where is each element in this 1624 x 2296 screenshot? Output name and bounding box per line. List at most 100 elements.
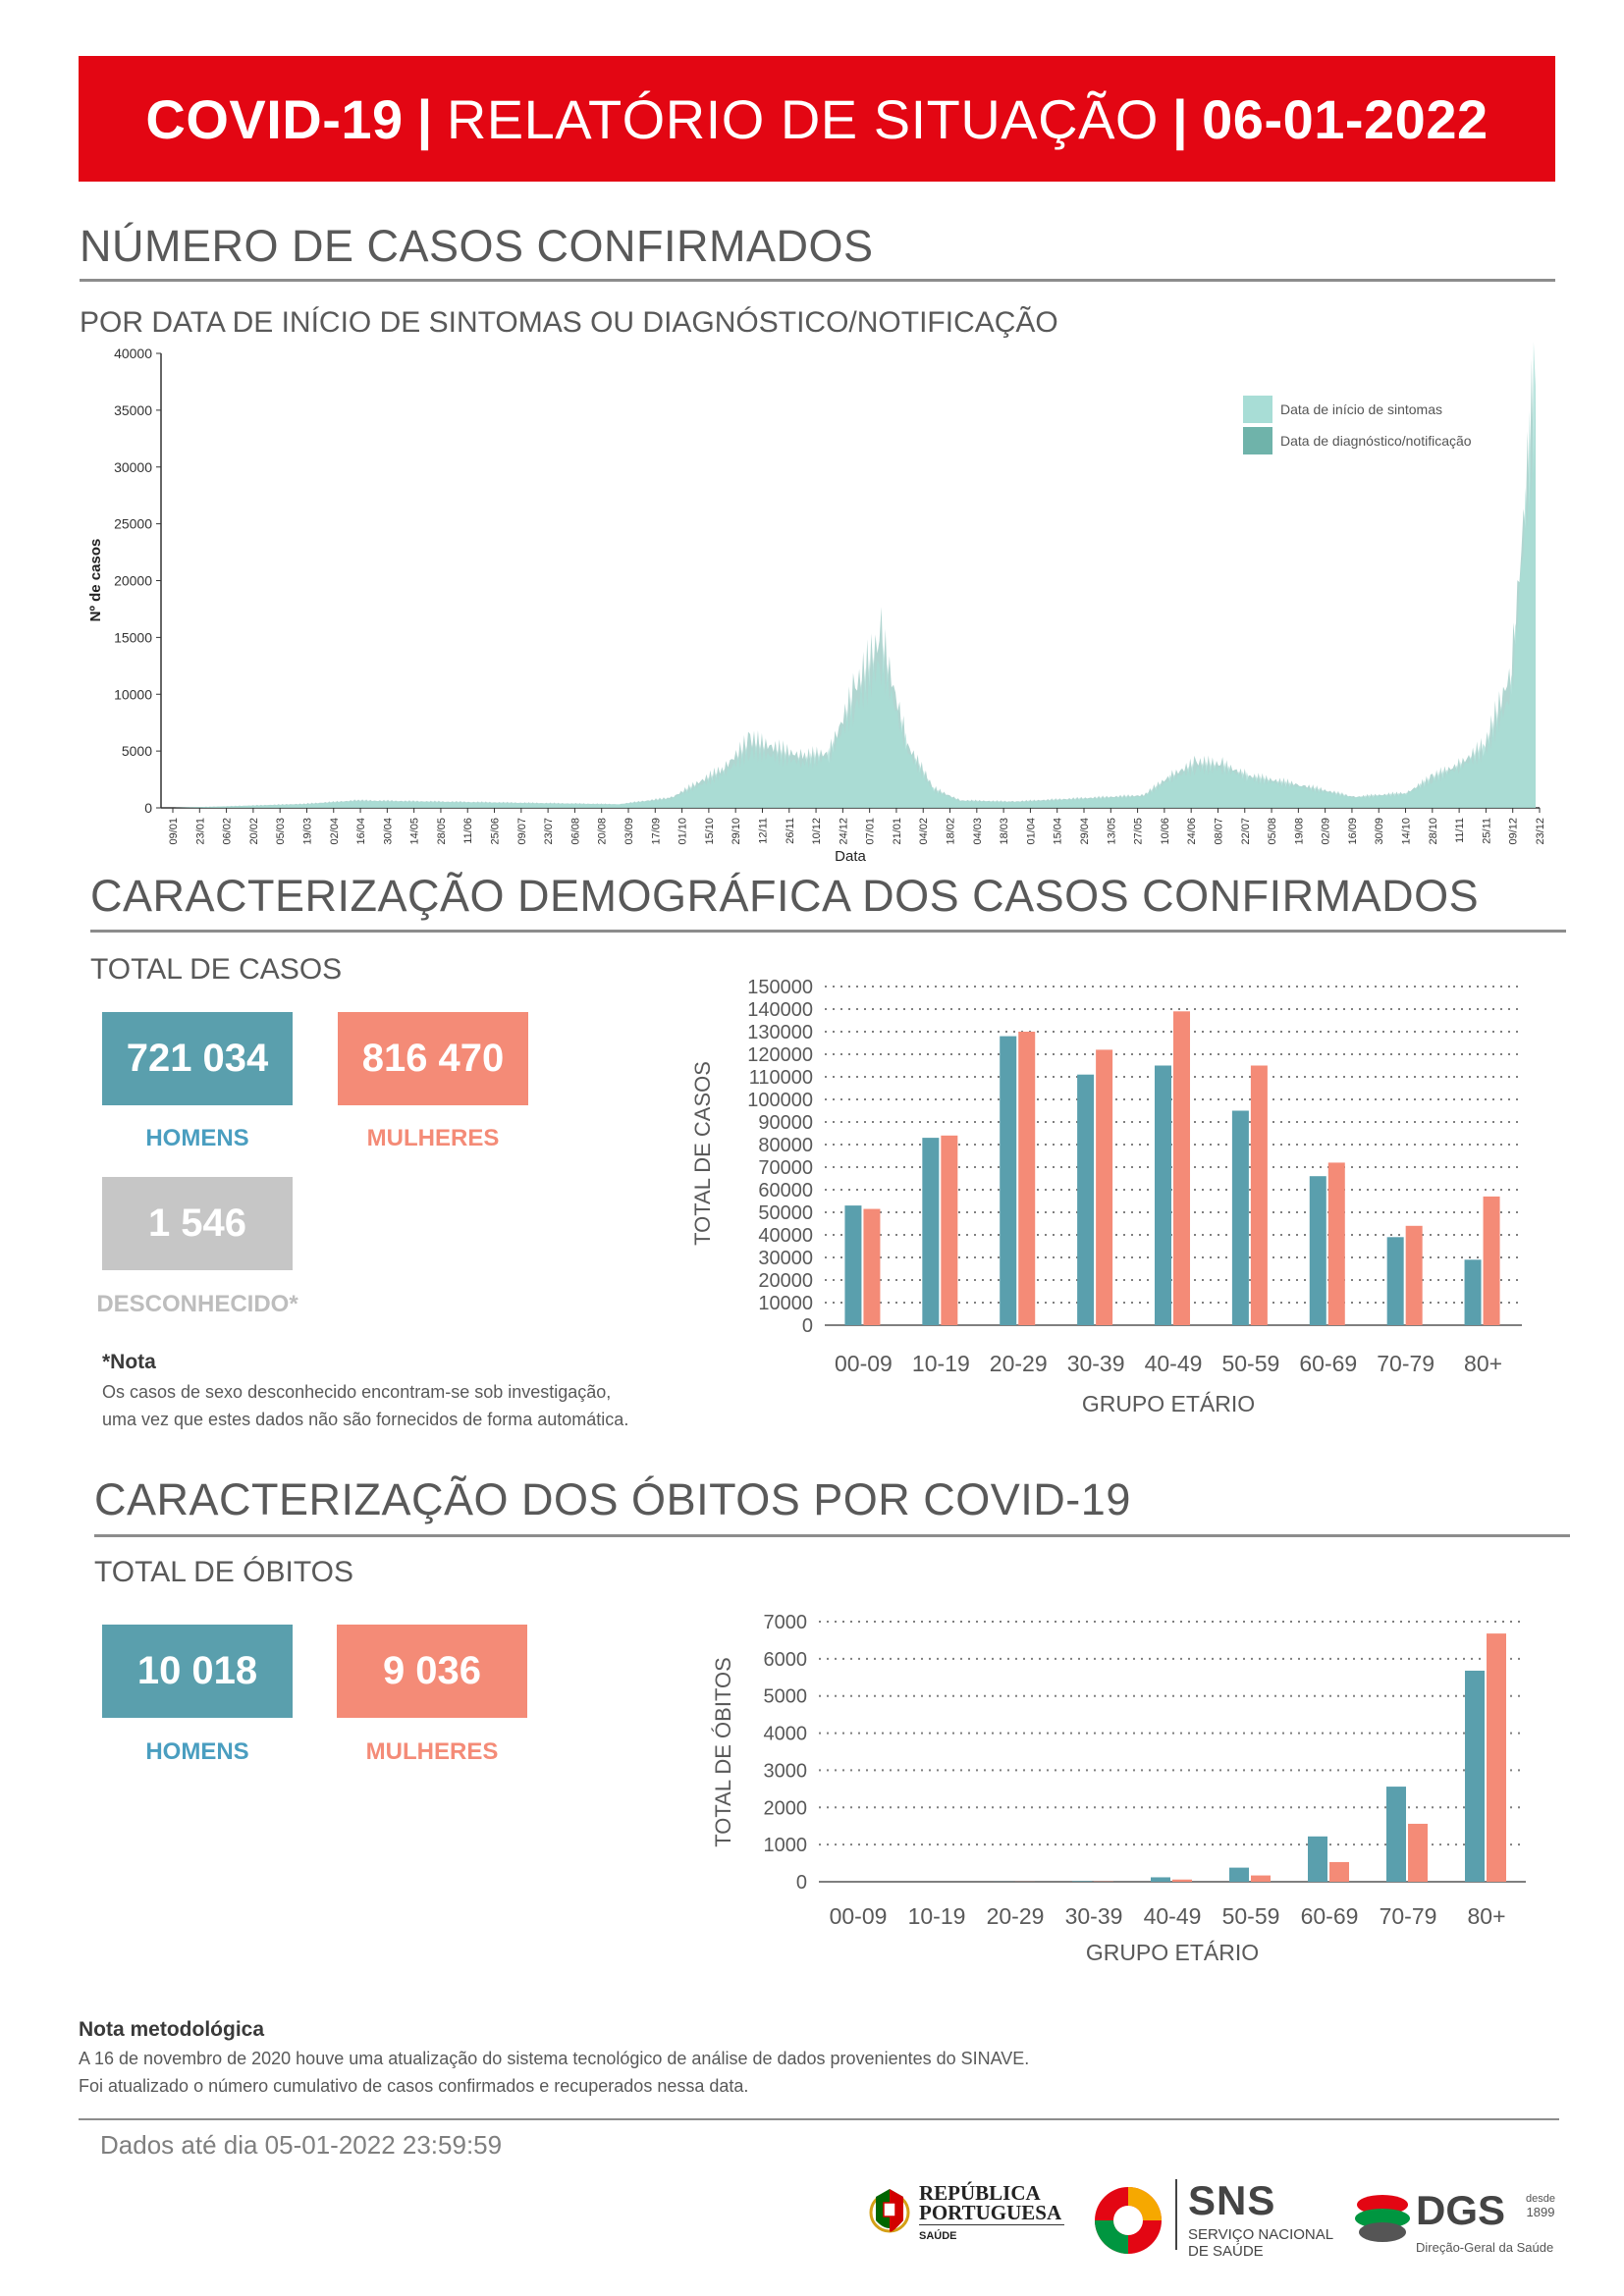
x-tick-label: 16/09 [1347, 818, 1359, 845]
x-tick-label: 29/10 [731, 818, 742, 845]
legend-label-onset: Data de início de sintomas [1280, 401, 1442, 417]
x-tick-label: 70-79 [1380, 1903, 1437, 1929]
y-tick-label: 120000 [747, 1044, 813, 1066]
x-tick-label: 05/08 [1267, 818, 1278, 845]
x-tick-label: 06/08 [569, 818, 581, 845]
report-title: COVID-19 | RELATÓRIO DE SITUAÇÃO | 06-01… [79, 56, 1555, 182]
bar-homens [1072, 1881, 1092, 1882]
y-tick-label: 2000 [764, 1797, 808, 1819]
x-ticks: 09/01 23/01 06/02 20/02 05/03 19/03 02/04 16/04… [168, 808, 1546, 845]
women-deaths-value: 9 036 [382, 1649, 482, 1692]
y-ticks: 0 1000 2000 3000 4000 5000 6000 7000 [764, 1612, 808, 1894]
x-tick-label: 27/05 [1133, 818, 1145, 845]
republica-portuguesa-logo: REPÚBLICA PORTUGUESA SAÚDE [868, 2179, 1074, 2258]
y-tick-label: 30000 [114, 459, 152, 475]
x-tick-label: 09/01 [168, 818, 180, 845]
y-tick-label: 20000 [758, 1270, 813, 1292]
y-tick-label: 80000 [758, 1135, 813, 1156]
bar-mulheres [1329, 1861, 1349, 1882]
x-tick-label: 30/09 [1374, 818, 1385, 845]
men-deaths-box: 10 018 [102, 1625, 293, 1718]
section-divider [94, 1534, 1570, 1537]
logo-text: SNS [1188, 2177, 1276, 2223]
x-tick-label: 19/08 [1293, 818, 1305, 845]
x-tick-label: 80+ [1464, 1351, 1502, 1376]
section-title-cases: NÚMERO DE CASOS CONFIRMADOS [80, 221, 874, 271]
logo-text: 1899 [1526, 2205, 1555, 2219]
x-tick-label: 25/06 [490, 818, 502, 845]
x-tick-label: 04/03 [972, 818, 984, 845]
x-tick-label: 00-09 [835, 1351, 893, 1376]
title-separator: | [416, 87, 433, 150]
bar-mulheres [1173, 1011, 1190, 1325]
y-tick-label: 5000 [764, 1686, 808, 1708]
y-tick-label: 25000 [114, 516, 152, 532]
coat-of-arms-icon [869, 2189, 910, 2233]
women-cases-label: MULHERES [366, 1125, 500, 1151]
x-tick-label: 09/12 [1508, 818, 1520, 845]
x-tick-label: 19/03 [301, 818, 313, 845]
x-tick-label: 01/10 [677, 818, 689, 845]
y-axis-label: Nº de casos [87, 539, 104, 622]
x-tick-label: 10/12 [811, 818, 823, 845]
x-tick-label: 70-79 [1377, 1351, 1435, 1376]
bar-mulheres [1408, 1823, 1428, 1882]
legend-label-diagnosis: Data de diagnóstico/notificação [1280, 433, 1472, 449]
bar-homens [1464, 1259, 1482, 1325]
logo-text: PORTUGUESA [919, 2201, 1062, 2224]
dgs-emblem-icon [1355, 2195, 1410, 2242]
header-band [79, 56, 1555, 182]
x-tick-label: 20/08 [597, 818, 609, 845]
x-tick-label: 10/06 [1160, 818, 1171, 845]
x-tick-label: 60-69 [1299, 1351, 1357, 1376]
x-tick-label: 60-69 [1301, 1903, 1359, 1929]
women-deaths-label: MULHERES [365, 1738, 499, 1765]
x-tick-label: 30-39 [1067, 1351, 1125, 1376]
bar-homens [1308, 1836, 1327, 1882]
unknown-cases-value: 1 546 [147, 1201, 247, 1245]
y-tick-label: 130000 [747, 1022, 813, 1043]
x-tick-label: 14/10 [1401, 818, 1413, 845]
x-tick-label: 28/10 [1428, 818, 1439, 845]
x-tick-label: 30-39 [1065, 1903, 1123, 1929]
x-tick-label: 07/01 [865, 818, 877, 845]
bar-homens [1231, 1110, 1249, 1325]
x-tick-label: 18/02 [946, 818, 957, 845]
bar-mulheres [1251, 1875, 1271, 1882]
y-tick-label: 150000 [747, 977, 813, 998]
y-tick-label: 4000 [764, 1724, 808, 1745]
men-cases-box: 721 034 [102, 1012, 293, 1105]
x-tick-label: 00-09 [830, 1903, 888, 1929]
x-tick-label: 13/05 [1106, 818, 1117, 845]
title-report: RELATÓRIO DE SITUAÇÃO [446, 87, 1159, 150]
x-tick-label: 03/09 [623, 818, 635, 845]
methodology-line: A 16 de novembro de 2020 houve uma atual… [79, 2049, 1030, 2068]
x-tick-label: 23/12 [1535, 818, 1546, 845]
x-tick-label: 20-29 [987, 1903, 1045, 1929]
legend-swatch-onset [1243, 396, 1272, 423]
unknown-cases-box: 1 546 [102, 1177, 293, 1270]
bar-homens [1151, 1877, 1170, 1882]
note-line: uma vez que estes dados não são fornecid… [102, 1410, 629, 1429]
y-tick-label: 70000 [758, 1157, 813, 1179]
logo-text: desde [1526, 2193, 1555, 2205]
y-tick-label: 60000 [758, 1180, 813, 1201]
bars [994, 1633, 1506, 1882]
x-tick-label: 14/05 [409, 818, 421, 845]
section-divider [80, 279, 1555, 282]
x-tick-label: 20/02 [248, 818, 260, 845]
methodology-line: Foi atualizado o número cumulativo de ca… [79, 2076, 749, 2096]
y-tick-label: 110000 [749, 1067, 813, 1089]
y-tick-label: 90000 [758, 1112, 813, 1134]
x-tick-label: 08/07 [1213, 818, 1224, 845]
x-tick-label: 21/01 [892, 818, 903, 845]
men-cases-value: 721 034 [126, 1037, 269, 1080]
x-tick-label: 02/09 [1321, 818, 1332, 845]
unknown-cases-label: DESCONHECIDO* [96, 1291, 298, 1317]
legend-swatch-diagnosis [1243, 427, 1272, 454]
y-ticks: 0 5000 10000 15000 20000 25000 30000 35000 40000 [114, 346, 161, 816]
x-tick-label: 22/07 [1240, 818, 1252, 845]
x-tick-label: 10-19 [908, 1903, 966, 1929]
bar-mulheres [1250, 1065, 1268, 1325]
x-tick-label: 40-49 [1145, 1351, 1203, 1376]
